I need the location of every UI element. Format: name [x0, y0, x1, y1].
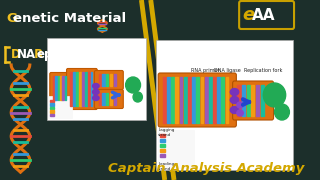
Bar — [160, 148, 165, 152]
Circle shape — [275, 104, 289, 120]
Bar — [201, 77, 203, 123]
Bar — [110, 74, 112, 86]
Bar — [217, 77, 220, 123]
Bar — [114, 74, 116, 86]
Bar — [76, 72, 78, 106]
Bar — [50, 100, 54, 102]
Bar — [106, 74, 108, 86]
Bar — [163, 77, 166, 123]
Text: Lagging
strand: Lagging strand — [158, 128, 175, 137]
Bar — [73, 72, 75, 106]
Bar — [91, 72, 92, 106]
Bar — [48, 96, 72, 118]
Bar — [184, 77, 187, 123]
Bar — [50, 114, 54, 116]
Bar — [156, 40, 293, 170]
Bar — [247, 85, 250, 116]
Bar — [192, 77, 195, 123]
Bar — [55, 76, 57, 100]
Ellipse shape — [237, 102, 243, 108]
Text: Replication fork: Replication fork — [244, 68, 282, 73]
Bar — [50, 107, 54, 109]
Circle shape — [133, 92, 142, 102]
Bar — [226, 77, 228, 123]
Bar — [158, 130, 194, 168]
Bar — [65, 76, 66, 100]
Bar — [160, 143, 165, 147]
Bar — [167, 77, 170, 123]
Bar — [82, 72, 84, 106]
Ellipse shape — [230, 107, 239, 114]
FancyBboxPatch shape — [94, 89, 123, 109]
Bar — [242, 85, 245, 116]
Text: e: e — [242, 6, 255, 24]
Text: eplication: eplication — [36, 48, 102, 61]
Bar — [160, 134, 165, 137]
Ellipse shape — [230, 96, 239, 103]
Text: R: R — [30, 48, 43, 61]
Bar — [209, 77, 212, 123]
Circle shape — [126, 77, 140, 93]
FancyBboxPatch shape — [233, 81, 274, 120]
Text: G: G — [6, 12, 17, 25]
Bar — [85, 72, 86, 106]
Bar — [205, 77, 207, 123]
Bar — [102, 93, 105, 105]
Bar — [251, 85, 254, 116]
Bar — [88, 72, 90, 106]
Bar — [62, 76, 64, 100]
Text: enetic Material: enetic Material — [13, 12, 127, 25]
Text: RNA primer: RNA primer — [191, 68, 220, 73]
Text: DNA ligase: DNA ligase — [214, 68, 241, 73]
Bar — [99, 74, 101, 86]
FancyBboxPatch shape — [239, 1, 294, 29]
Bar — [58, 76, 60, 100]
Bar — [114, 93, 116, 105]
Bar — [160, 154, 165, 157]
Bar — [171, 77, 174, 123]
Bar — [102, 74, 105, 86]
Ellipse shape — [92, 96, 99, 100]
Bar — [175, 77, 178, 123]
Bar — [196, 77, 199, 123]
Text: Captain Analysis Academy: Captain Analysis Academy — [108, 162, 305, 175]
Bar — [221, 77, 224, 123]
Bar — [60, 76, 62, 100]
Bar — [213, 77, 216, 123]
FancyBboxPatch shape — [50, 73, 69, 104]
Bar — [188, 77, 191, 123]
Text: NA: NA — [17, 48, 36, 61]
Bar — [256, 85, 259, 116]
Bar — [106, 93, 108, 105]
FancyBboxPatch shape — [158, 73, 236, 127]
Text: Leading
strand: Leading strand — [158, 162, 174, 171]
Bar — [50, 103, 54, 105]
Ellipse shape — [92, 89, 99, 94]
Ellipse shape — [237, 110, 243, 116]
Bar — [99, 93, 101, 105]
Text: AA: AA — [252, 8, 275, 22]
Bar — [260, 85, 264, 116]
Bar — [70, 72, 72, 106]
Bar — [110, 93, 112, 105]
Bar — [180, 77, 182, 123]
Ellipse shape — [230, 89, 239, 96]
Bar — [46, 38, 146, 120]
Bar — [53, 76, 55, 100]
Bar — [160, 138, 165, 142]
Text: D: D — [11, 48, 21, 61]
FancyBboxPatch shape — [67, 69, 97, 109]
Bar — [79, 72, 81, 106]
Circle shape — [263, 83, 286, 107]
Ellipse shape — [92, 84, 99, 89]
Bar — [50, 110, 54, 112]
Bar — [237, 85, 241, 116]
FancyBboxPatch shape — [94, 71, 123, 89]
